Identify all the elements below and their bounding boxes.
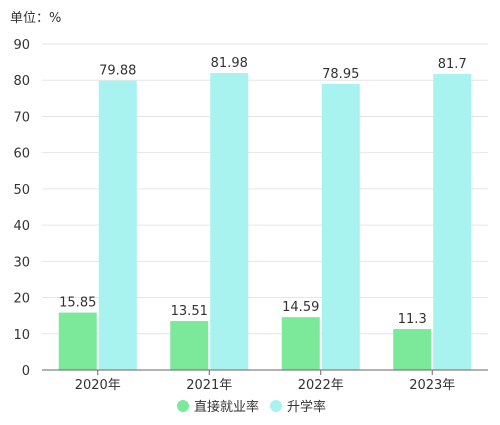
bar-further-study-1	[210, 73, 249, 370]
y-tick-label: 80	[13, 74, 30, 89]
y-tick-label: 30	[13, 255, 30, 270]
y-axis-ticks: 0 10 20 30 40 50 60 70 80 90	[13, 38, 30, 379]
legend: 直接就业率 升学率	[177, 399, 326, 415]
bar-employment-2	[281, 317, 320, 370]
x-tick-label: 2021年	[186, 378, 232, 393]
y-tick-label: 20	[13, 292, 30, 307]
bar-further-study-3	[433, 74, 472, 370]
x-tick-label: 2020年	[75, 378, 121, 393]
y-tick-label: 60	[13, 147, 30, 162]
bar-employment-3	[393, 329, 432, 370]
data-label: 81.7	[438, 57, 467, 72]
y-tick-label: 90	[13, 38, 30, 53]
bar-employment-0	[58, 312, 97, 370]
data-label: 78.95	[322, 67, 359, 82]
data-label: 11.3	[398, 312, 427, 327]
bars	[58, 73, 472, 370]
data-labels: 15.85 79.88 13.51 81.98 14.59 78.95 11.3 81.7	[59, 56, 467, 327]
bar-further-study-0	[98, 80, 137, 370]
y-tick-label: 70	[13, 110, 30, 125]
unit-label: 单位：%	[10, 11, 61, 26]
data-label: 13.51	[171, 304, 208, 319]
data-label: 15.85	[59, 296, 96, 311]
legend-marker	[177, 400, 189, 412]
legend-label: 升学率	[287, 399, 326, 415]
x-tick-label: 2023年	[409, 378, 455, 393]
bar-employment-1	[170, 321, 209, 370]
y-tick-label: 50	[13, 183, 30, 198]
legend-label: 直接就业率	[194, 399, 259, 415]
bar-further-study-2	[321, 84, 360, 370]
data-label: 81.98	[211, 56, 248, 71]
y-tick-label: 10	[13, 328, 30, 343]
x-tick-label: 2022年	[298, 378, 344, 393]
y-tick-label: 0	[22, 364, 30, 379]
y-tick-label: 40	[13, 219, 30, 234]
data-label: 14.59	[282, 300, 319, 315]
x-axis-ticks: 2020年 2021年 2022年 2023年	[75, 370, 455, 393]
legend-marker	[270, 400, 282, 412]
data-label: 79.88	[99, 64, 136, 79]
